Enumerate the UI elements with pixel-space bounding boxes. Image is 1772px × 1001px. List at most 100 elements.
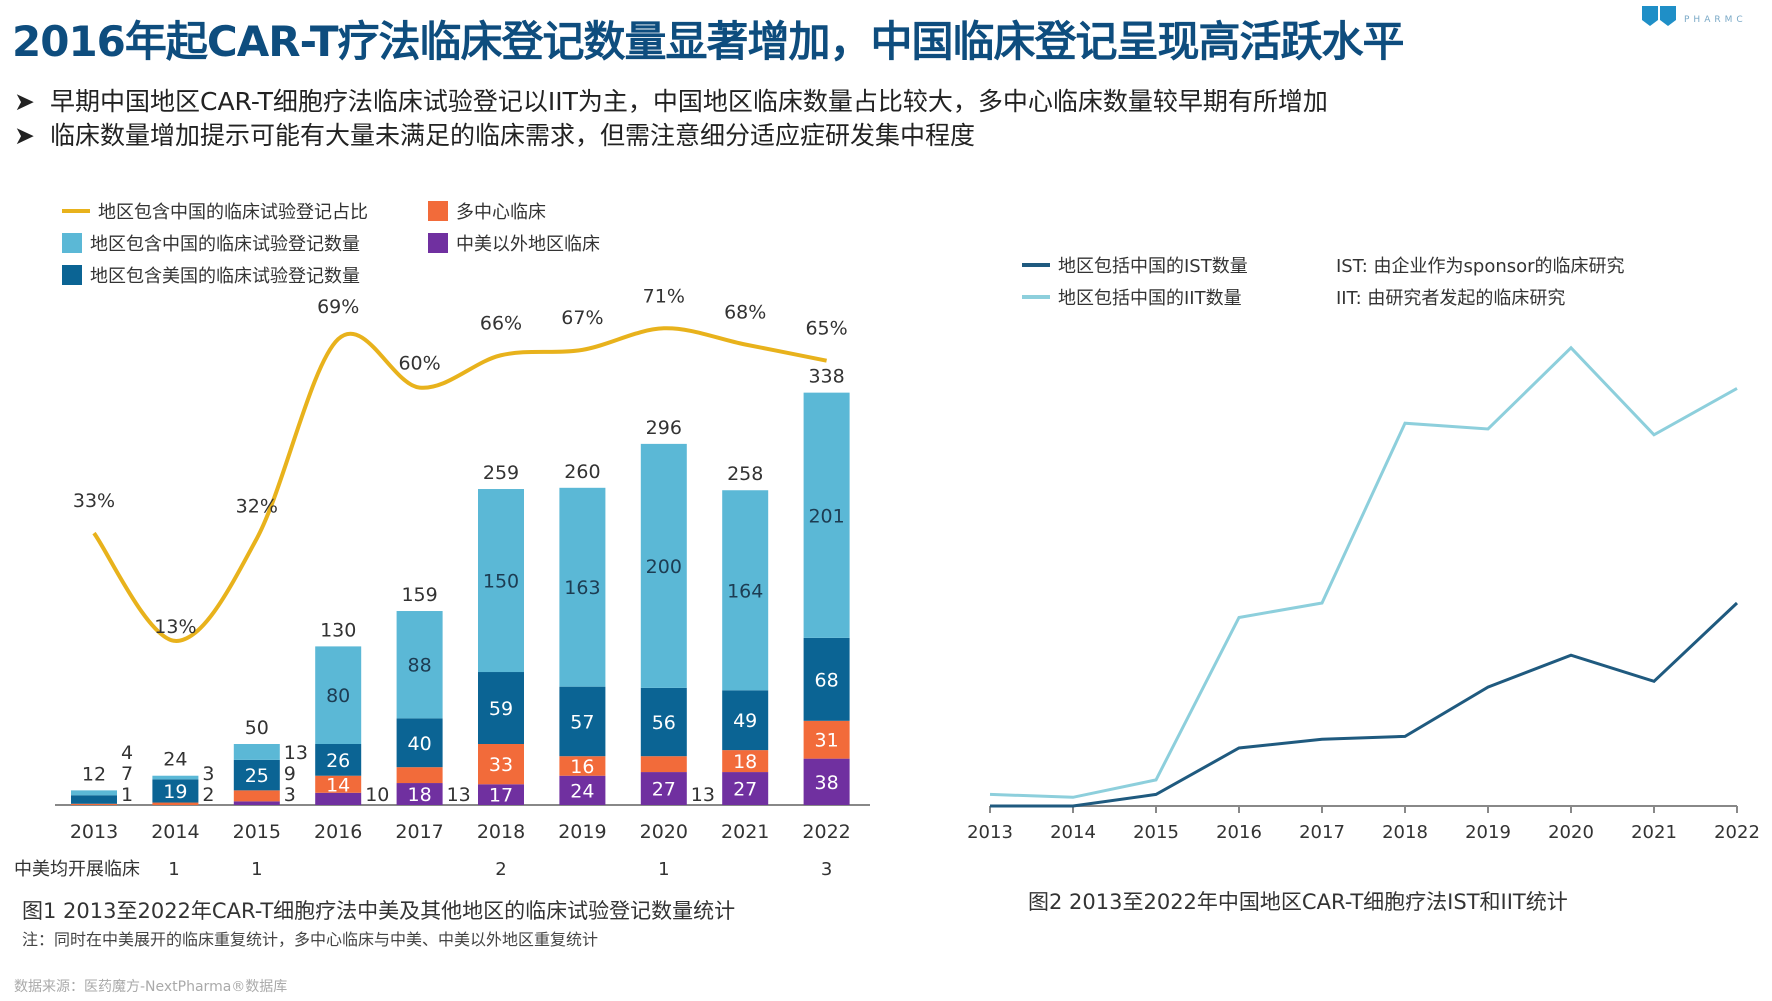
data-label: 56 — [652, 712, 676, 734]
x-tick-label: 2014 — [151, 821, 199, 843]
share-label: 67% — [561, 307, 603, 329]
total-label: 258 — [727, 463, 763, 485]
data-label: 18 — [408, 784, 432, 806]
legend-label: 地区包括中国的IST数量 — [1058, 256, 1248, 277]
x-tick-label: 2021 — [1631, 822, 1677, 843]
x-tick-label: 2014 — [1050, 822, 1096, 843]
figure1-note: 注：同时在中美展开的临床重复统计，多中心临床与中美、中美以外地区重复统计 — [22, 930, 599, 949]
data-label: 57 — [570, 711, 594, 733]
both-row-value: 1 — [658, 859, 669, 880]
data-label: 10 — [365, 784, 389, 806]
total-label: 159 — [401, 584, 437, 606]
bar-segment — [152, 775, 199, 780]
x-tick-label: 2016 — [1216, 822, 1262, 843]
both-row-value: 1 — [168, 859, 179, 880]
legend-label: 地区包括中国的IIT数量 — [1058, 288, 1242, 309]
bar-segment — [478, 744, 524, 785]
data-label: 13 — [691, 784, 715, 806]
total-label: 259 — [483, 462, 519, 484]
bar-segment — [315, 646, 362, 744]
data-label: 88 — [408, 655, 432, 677]
bar-segment — [478, 489, 524, 673]
data-label: 7 — [121, 763, 133, 785]
share-label: 69% — [317, 296, 359, 318]
x-tick-label: 2016 — [314, 821, 362, 843]
bar-segment — [71, 795, 117, 804]
bullet-text: 临床数量增加提示可能有大量未满足的临床需求，但需注意细分适应症研发集中程度 — [50, 121, 976, 150]
data-label: 16 — [570, 756, 594, 778]
total-label: 338 — [808, 366, 844, 388]
bullet-2: ➤ 临床数量增加提示可能有大量未满足的临床需求，但需注意细分适应症研发集中程度 — [14, 116, 975, 152]
data-label: 24 — [570, 780, 594, 802]
data-label: 19 — [163, 781, 187, 803]
bar-segment — [315, 744, 362, 776]
company-logo: PHARMC — [1642, 6, 1743, 26]
bar-segment — [315, 775, 362, 793]
bar-segment — [315, 792, 362, 805]
bar-segment — [803, 720, 850, 759]
data-label: 4 — [121, 742, 133, 764]
figure2-caption: 图2 2013至2022年中国地区CAR-T细胞疗法IST和IIT统计 — [1028, 890, 1568, 914]
data-label: 27 — [652, 779, 676, 801]
bar-segment — [71, 790, 117, 796]
bar-segment — [722, 690, 769, 751]
bar-segment — [722, 772, 769, 805]
bar-segment — [803, 758, 850, 805]
iit-line — [989, 345, 1738, 799]
x-tick-label: 2013 — [967, 822, 1013, 843]
share-label: 32% — [236, 496, 278, 518]
legend-iit: 地区包括中国的IIT数量 — [1022, 284, 1242, 310]
legend-us: 地区包含美国的临床试验登记数量 — [62, 262, 360, 288]
bar-segment — [803, 637, 850, 721]
x-tick-label: 2015 — [233, 821, 281, 843]
bar-segment — [722, 750, 769, 773]
bar-segment — [640, 687, 687, 757]
figure1-caption: 图1 2013至2022年CAR-T细胞疗法中美及其他地区的临床试验登记数量统计 — [22, 899, 736, 923]
x-tick-label: 2020 — [640, 821, 688, 843]
bar-segment — [233, 744, 280, 760]
bar-segment — [803, 392, 850, 638]
bar-segment — [640, 756, 687, 773]
data-source: 数据来源：医药魔方-NextPharma®数据库 — [14, 979, 288, 995]
legend-label: 地区包含美国的临床试验登记数量 — [90, 266, 360, 287]
x-tick-label: 2018 — [1382, 822, 1428, 843]
bar-segment — [722, 490, 769, 691]
data-label: 3 — [284, 784, 296, 806]
legend-swatch — [428, 233, 448, 253]
legend-label: 多中心临床 — [456, 202, 546, 223]
data-label: 9 — [284, 763, 296, 785]
share-label: 65% — [805, 318, 847, 340]
data-label: 17 — [489, 785, 513, 807]
data-label: 49 — [733, 710, 757, 732]
definition-iit: IIT: 由研究者发起的临床研究 — [1336, 288, 1566, 309]
bar-segment — [396, 767, 443, 784]
data-label: 80 — [326, 685, 350, 707]
bar-segment — [478, 672, 524, 744]
data-label: 163 — [564, 577, 600, 599]
bar-segment — [559, 686, 606, 757]
share-label: 13% — [154, 616, 196, 638]
data-label: 164 — [727, 580, 763, 602]
data-label: 25 — [245, 765, 269, 787]
x-tick-label: 2019 — [1465, 822, 1511, 843]
bar-segment — [478, 784, 524, 805]
x-tick-label: 2017 — [1299, 822, 1345, 843]
both-row-value: 3 — [821, 859, 832, 880]
ist-line — [990, 601, 1739, 808]
legend-multicenter: 多中心临床 — [428, 198, 546, 224]
both-row-value: 2 — [495, 859, 506, 880]
bar-segment — [640, 443, 687, 688]
bar-segment — [640, 772, 687, 805]
legend-label: 地区包含中国的临床试验登记数量 — [90, 234, 360, 255]
data-label: 27 — [733, 779, 757, 801]
legend-share: 地区包含中国的临床试验登记占比 — [62, 198, 368, 224]
legend-china: 地区包含中国的临床试验登记数量 — [62, 230, 360, 256]
bar-segment — [233, 801, 280, 805]
bar-segment — [559, 775, 606, 805]
share-label: 66% — [480, 312, 522, 334]
bar-segment — [71, 803, 117, 805]
data-label: 31 — [815, 730, 839, 752]
share-label: 33% — [73, 490, 115, 512]
total-label: 24 — [163, 749, 187, 771]
